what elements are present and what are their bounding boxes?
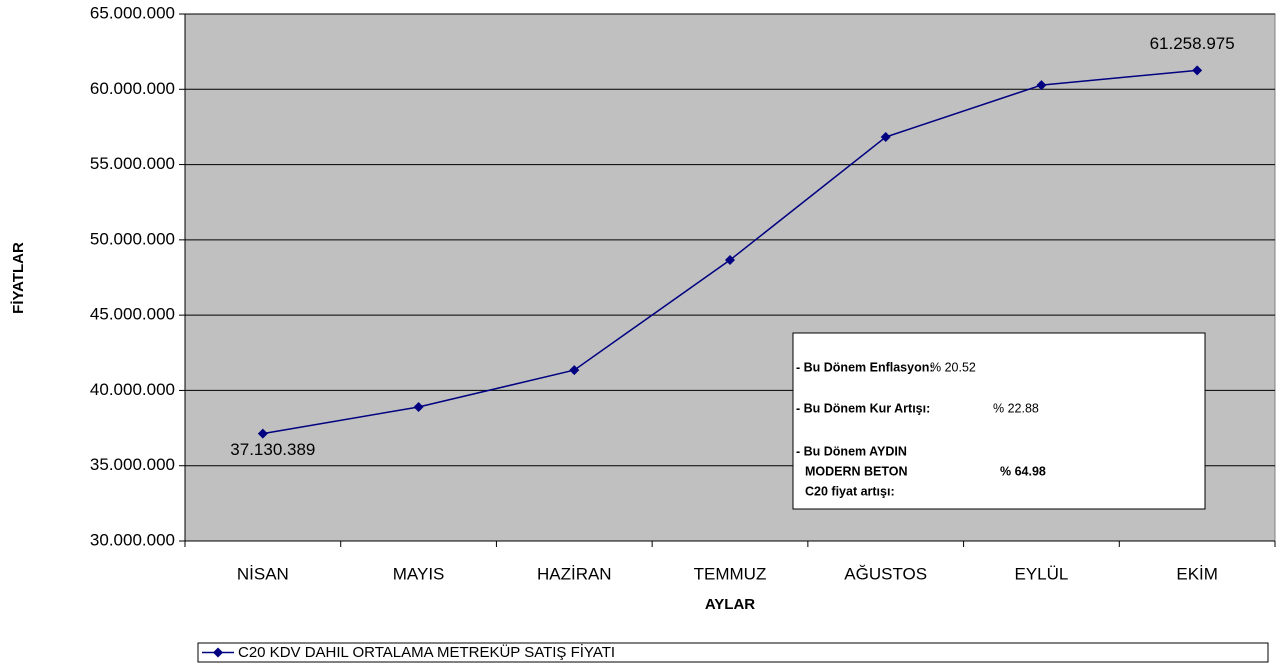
y-axis-title: FİYATLAR xyxy=(10,242,27,314)
y-tick-label: 65.000.000 xyxy=(90,3,175,22)
y-tick-label: 30.000.000 xyxy=(90,530,175,549)
annotation-value: % 64.98 xyxy=(1000,464,1046,478)
legend-label: C20 KDV DAHIL ORTALAMA METREKÜP SATIŞ Fİ… xyxy=(238,643,615,661)
data-point xyxy=(257,428,268,439)
annotation-label: - Bu Dönem Enflasyon: xyxy=(796,360,934,374)
data-point xyxy=(569,365,580,376)
x-tick-label: HAZİRAN xyxy=(537,564,612,583)
annotation-value: % 20.52 xyxy=(930,360,976,374)
data-point xyxy=(1036,80,1047,91)
y-tick-label: 35.000.000 xyxy=(90,455,175,474)
data-label: 61.258.975 xyxy=(1150,34,1235,53)
x-tick-label: EKİM xyxy=(1176,564,1218,583)
data-point xyxy=(880,132,891,143)
y-tick-label: 55.000.000 xyxy=(90,154,175,173)
x-axis-title: AYLAR xyxy=(705,596,755,613)
data-point xyxy=(413,401,424,412)
y-tick-label: 50.000.000 xyxy=(90,229,175,248)
x-tick-label: NİSAN xyxy=(237,564,289,583)
legend-box xyxy=(197,642,1269,663)
x-tick-label: EYLÜL xyxy=(1014,564,1068,583)
annotation-label: MODERN BETON xyxy=(805,464,908,478)
y-tick-label: 60.000.000 xyxy=(90,79,175,98)
annotation-label: - Bu Dönem Kur Artışı: xyxy=(796,401,930,415)
annotation-label: C20 fiyat artışı: xyxy=(805,484,895,498)
annotation-box xyxy=(792,332,1206,510)
x-tick-label: MAYIS xyxy=(393,564,445,583)
data-point xyxy=(1192,65,1203,76)
data-point xyxy=(725,255,735,266)
legend-marker xyxy=(213,647,223,658)
y-tick-label: 40.000.000 xyxy=(90,380,175,399)
x-tick-label: TEMMUZ xyxy=(694,564,767,583)
data-label: 37.130.389 xyxy=(230,440,315,459)
y-tick-label: 45.000.000 xyxy=(90,305,175,324)
annotation-label: - Bu Dönem AYDIN xyxy=(796,444,907,458)
annotation-value: % 22.88 xyxy=(993,401,1039,415)
x-tick-label: AĞUSTOS xyxy=(844,564,927,583)
